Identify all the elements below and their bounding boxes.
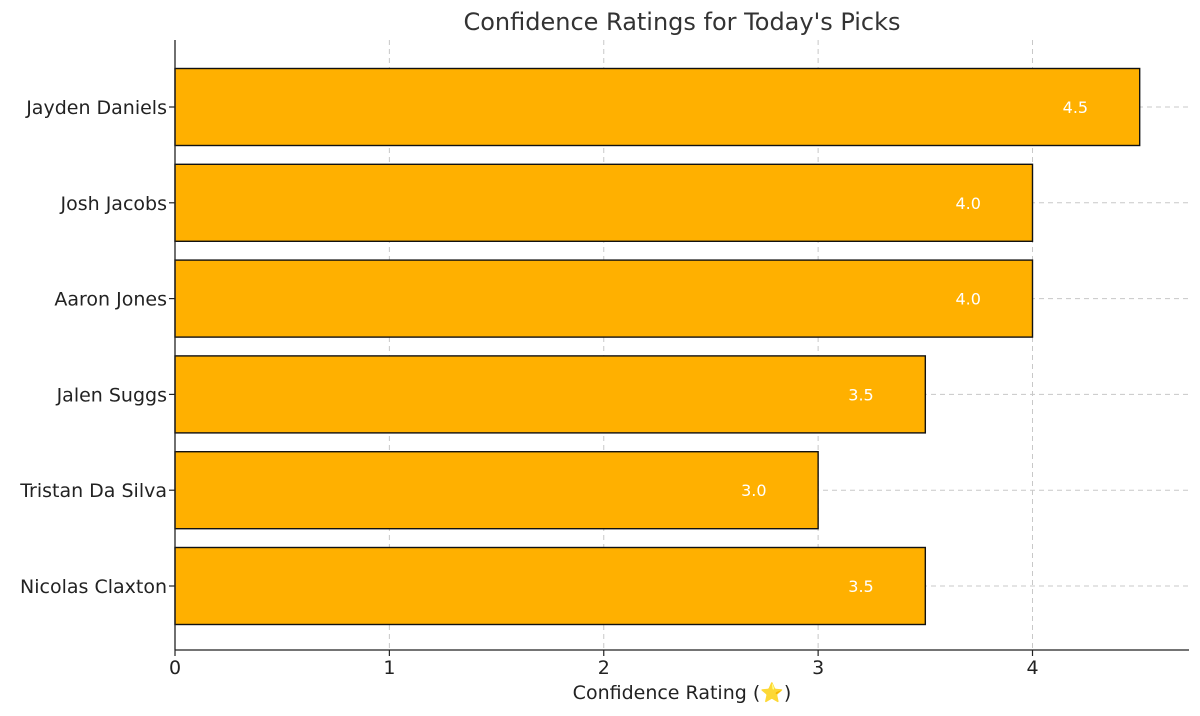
y-category-label: Nicolas Claxton — [20, 576, 167, 598]
y-category-label: Jayden Daniels — [25, 97, 167, 119]
y-category-label: Jalen Suggs — [56, 384, 167, 406]
x-tick-label: 2 — [598, 657, 610, 679]
bar-value-label: 3.5 — [848, 385, 873, 404]
bar — [174, 546, 927, 626]
bar — [174, 451, 819, 530]
bar — [174, 163, 1034, 243]
bars: 4.5 4.0 4.0 3.5 3.0 3.5 — [174, 67, 1141, 626]
x-tick-label: 4 — [1026, 657, 1038, 679]
y-category-label: Tristan Da Silva — [19, 480, 167, 502]
bar-value-label: 4.0 — [955, 194, 980, 213]
x-tick-label: 1 — [383, 657, 395, 679]
bar-value-label: 4.5 — [1063, 98, 1088, 117]
y-axis-categories: Jayden Daniels Josh Jacobs Aaron Jones Jale… — [19, 97, 175, 598]
bar — [174, 355, 927, 434]
axes — [174, 40, 1189, 651]
x-tick-label: 3 — [812, 657, 824, 679]
x-tick-label: 0 — [169, 657, 181, 679]
bar-value-label: 3.0 — [741, 481, 766, 500]
y-category-label: Aaron Jones — [54, 289, 167, 311]
x-axis-ticks: 0 1 2 3 4 — [169, 650, 1039, 679]
bar — [174, 67, 1141, 147]
bar — [174, 259, 1034, 338]
bar-value-label: 3.5 — [848, 577, 873, 596]
y-category-label: Josh Jacobs — [60, 193, 168, 215]
bar-value-label: 4.0 — [955, 290, 980, 309]
x-axis-label: Confidence Rating (⭐) — [573, 681, 792, 704]
chart-title: Confidence Ratings for Today's Picks — [463, 8, 900, 36]
